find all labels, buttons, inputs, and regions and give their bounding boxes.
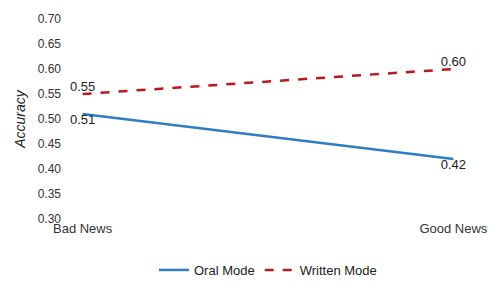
svg-text:Good News: Good News	[419, 221, 487, 236]
svg-text:0.35: 0.35	[38, 187, 62, 201]
svg-text:0.42: 0.42	[441, 157, 466, 172]
svg-text:0.65: 0.65	[38, 37, 62, 51]
svg-text:0.60: 0.60	[441, 54, 466, 69]
svg-text:0.55: 0.55	[38, 87, 62, 101]
svg-text:0.30: 0.30	[38, 212, 62, 226]
svg-text:0.50: 0.50	[38, 112, 62, 126]
svg-text:0.45: 0.45	[38, 137, 62, 151]
svg-text:0.51: 0.51	[70, 112, 95, 127]
svg-text:0.55: 0.55	[70, 79, 95, 94]
svg-text:0.60: 0.60	[38, 62, 62, 76]
svg-text:Accuracy: Accuracy	[12, 89, 28, 149]
svg-text:0.40: 0.40	[38, 162, 62, 176]
svg-text:Bad News: Bad News	[53, 221, 113, 236]
svg-text:Oral Mode: Oral Mode	[194, 263, 255, 278]
svg-text:0.70: 0.70	[38, 12, 62, 26]
svg-text:Written Mode: Written Mode	[300, 263, 377, 278]
